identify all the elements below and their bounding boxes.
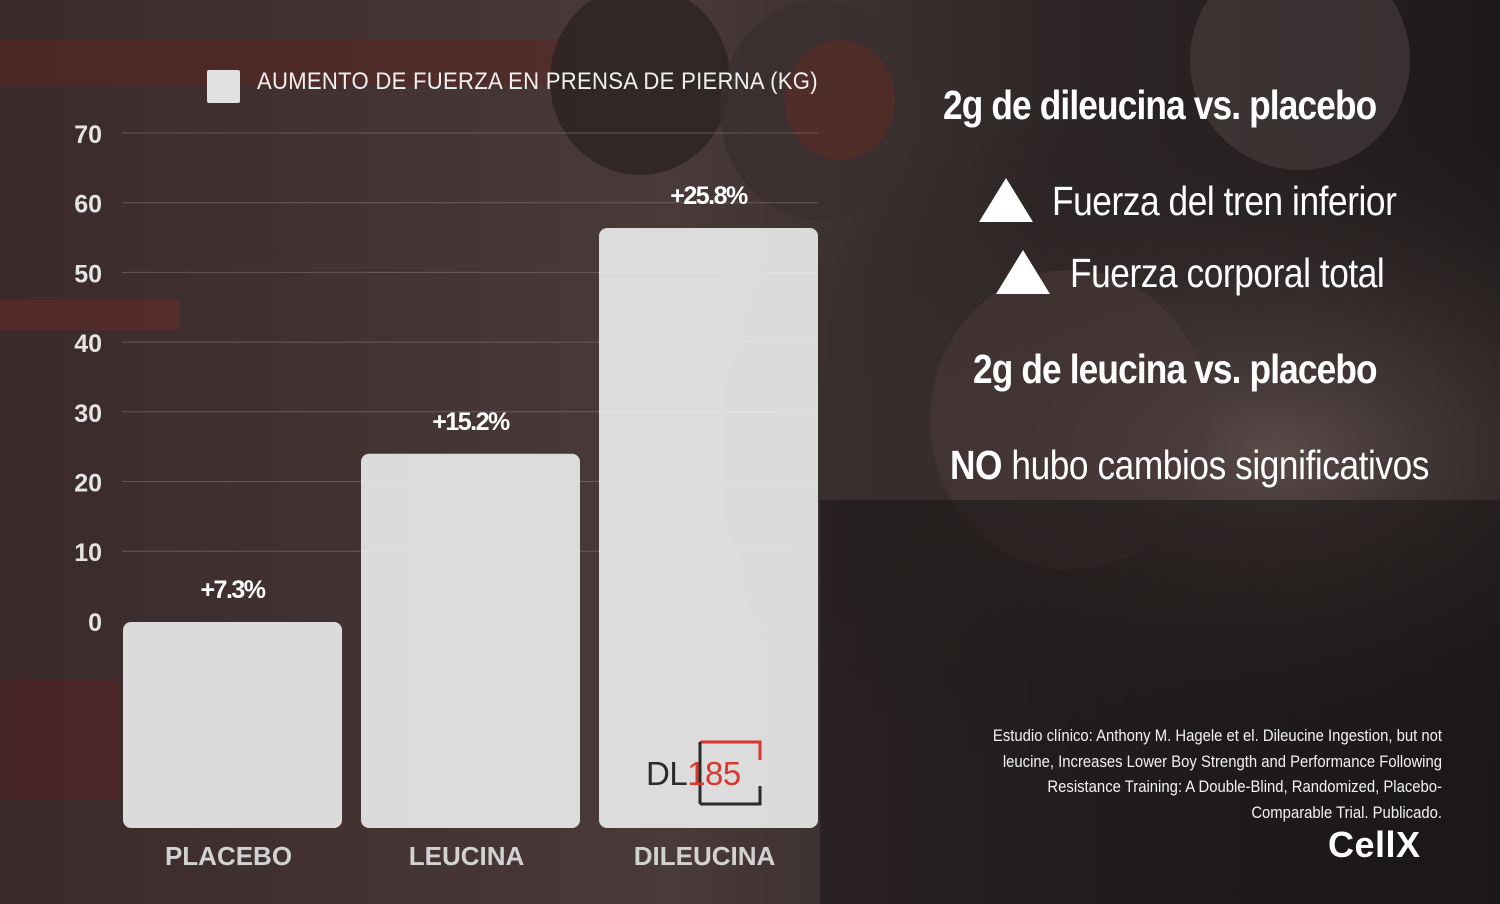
y-tick-label: 10 bbox=[74, 539, 102, 567]
bar-leucina bbox=[361, 453, 580, 828]
bar-dileucina bbox=[599, 228, 818, 828]
y-tick-label: 40 bbox=[74, 330, 102, 358]
x-category-label: LEUCINA bbox=[409, 841, 525, 871]
study-citation: Estudio clínico: Anthony M. Hagele et el… bbox=[992, 727, 1442, 822]
dl185-logo-frame bbox=[698, 740, 762, 806]
data-label: +7.3% bbox=[200, 576, 265, 604]
y-tick-label: 20 bbox=[74, 470, 102, 498]
bar-placebo bbox=[123, 622, 342, 828]
y-tick-label: 50 bbox=[74, 260, 102, 288]
y-tick-label: 60 bbox=[74, 191, 102, 219]
dl185-logo: DL185 bbox=[646, 755, 741, 793]
y-tick-label: 70 bbox=[74, 121, 102, 149]
legend-swatch bbox=[207, 70, 240, 103]
cellx-logo: CellX bbox=[1328, 824, 1421, 865]
y-tick-label: 30 bbox=[74, 400, 102, 428]
legend-label: AUMENTO DE FUERZA EN PRENSA DE PIERNA (K… bbox=[257, 68, 818, 95]
dl185-number: 185 bbox=[687, 755, 741, 792]
x-category-label: PLACEBO bbox=[165, 841, 292, 871]
dl185-prefix: DL bbox=[646, 755, 688, 792]
data-label: +25.8% bbox=[670, 182, 748, 210]
y-tick-label: 0 bbox=[88, 609, 102, 637]
data-label: +15.2% bbox=[432, 408, 510, 436]
x-category-label: DILEUCINA bbox=[634, 841, 776, 871]
